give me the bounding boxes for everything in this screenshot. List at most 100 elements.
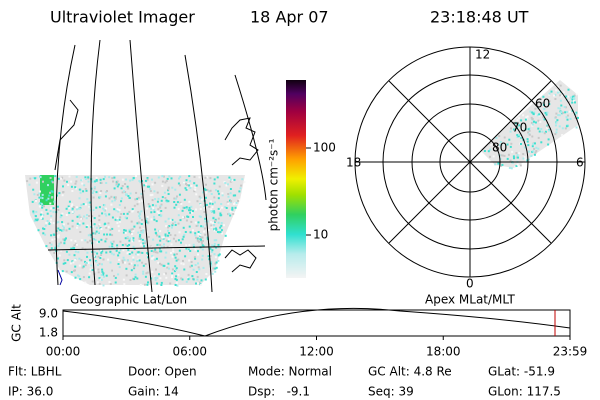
pixel — [91, 238, 94, 241]
mlt-lines — [355, 47, 585, 277]
pixel — [122, 231, 125, 234]
pixel — [39, 176, 42, 179]
pixel — [157, 197, 160, 200]
pixel — [117, 273, 120, 276]
pixel — [560, 104, 563, 107]
pixel — [111, 227, 114, 230]
pixel — [130, 228, 133, 231]
pixel — [154, 228, 157, 231]
pixel — [155, 232, 158, 235]
pixel — [220, 222, 223, 224]
pixel — [45, 208, 48, 211]
pixel — [223, 224, 225, 227]
pixel — [544, 130, 547, 133]
pixel — [152, 238, 155, 241]
pixel — [542, 95, 545, 98]
pixel — [164, 197, 167, 199]
pixel — [517, 156, 519, 159]
pixel — [102, 272, 105, 275]
pixel — [537, 136, 540, 139]
pixel — [565, 116, 568, 119]
pixel — [213, 196, 216, 199]
pixel — [218, 253, 221, 256]
pixel — [534, 121, 537, 124]
pixel — [97, 231, 100, 234]
pixel — [98, 214, 101, 217]
pixel — [95, 260, 98, 263]
pixel — [113, 196, 116, 199]
pixel — [183, 268, 186, 271]
pixel — [164, 256, 167, 259]
pixel — [107, 226, 110, 229]
altitude-curve — [62, 307, 571, 337]
pixel — [196, 237, 199, 240]
pixel — [136, 203, 139, 206]
pixel — [164, 206, 167, 209]
pixel — [87, 176, 90, 179]
pixel — [557, 107, 560, 110]
pixel — [38, 196, 41, 199]
pixel — [243, 181, 246, 184]
pixel — [160, 210, 163, 212]
pixel — [197, 266, 200, 269]
pixel — [40, 217, 43, 220]
pixel — [168, 225, 171, 228]
pixel — [564, 111, 567, 114]
pixel — [32, 212, 35, 215]
pixel — [562, 91, 565, 94]
pixel — [136, 222, 139, 225]
pixel — [555, 131, 558, 134]
pixel — [199, 215, 202, 218]
pixel — [524, 118, 527, 121]
pixel — [36, 193, 39, 196]
pixel — [60, 214, 63, 217]
pixel — [77, 274, 79, 277]
pixel — [58, 192, 61, 195]
pixel — [204, 220, 207, 223]
pixel — [559, 84, 562, 87]
pixel — [123, 283, 126, 286]
pixel — [149, 190, 152, 193]
pixel — [195, 271, 198, 273]
pixel — [202, 191, 204, 194]
pixel — [177, 258, 180, 261]
pixel — [41, 193, 44, 196]
pixel — [42, 180, 44, 183]
pixel — [541, 130, 544, 133]
pixel — [231, 206, 234, 209]
pixel — [162, 264, 165, 267]
pixel — [147, 203, 150, 206]
pixel — [184, 231, 187, 233]
pixel — [163, 175, 165, 178]
pixel — [187, 183, 190, 186]
pixel — [487, 150, 490, 153]
pixel — [198, 268, 201, 271]
pixel — [192, 216, 194, 218]
pixel — [109, 228, 112, 231]
pixel — [528, 150, 530, 153]
pixel — [143, 184, 146, 187]
pixel — [71, 225, 74, 228]
pixel — [91, 180, 94, 183]
pixel — [105, 251, 108, 254]
pixel — [118, 218, 121, 221]
pixel — [229, 188, 232, 190]
pixel — [540, 102, 543, 105]
pixel — [82, 203, 85, 206]
pixel — [497, 162, 500, 165]
pixel — [97, 268, 100, 271]
pixel — [229, 210, 232, 213]
pixel — [146, 207, 148, 210]
pixel — [209, 189, 212, 192]
pixel — [512, 161, 515, 164]
pixel — [124, 237, 127, 240]
pixel — [102, 258, 105, 261]
pixel — [550, 90, 553, 93]
pixel — [534, 107, 537, 110]
pixel — [156, 282, 159, 285]
pixel — [108, 213, 111, 216]
pixel — [126, 236, 129, 238]
pixel — [63, 239, 66, 242]
pixel — [62, 238, 65, 241]
pixel — [168, 232, 171, 234]
